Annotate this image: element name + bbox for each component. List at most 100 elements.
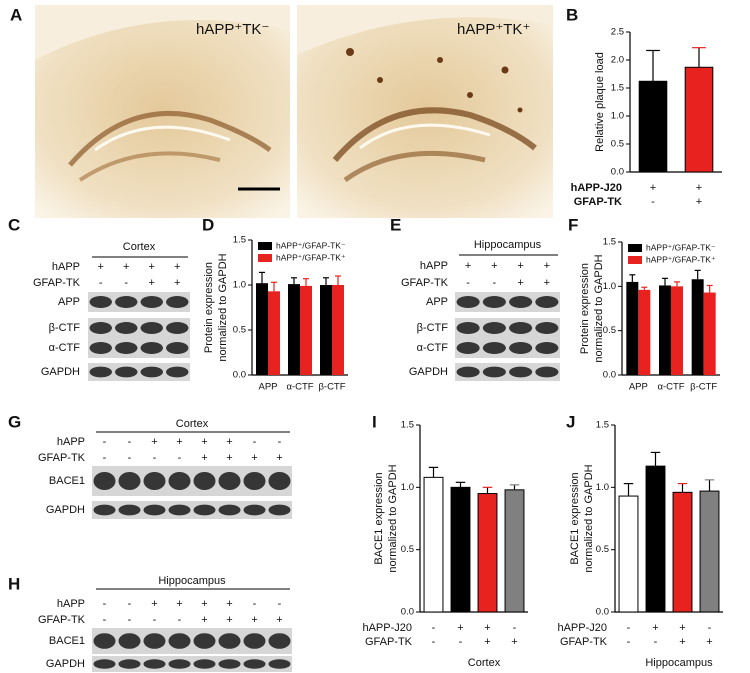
panel-label: I <box>372 412 377 431</box>
blot-band-box <box>455 292 560 312</box>
blot-band <box>168 472 191 490</box>
legend-label: hAPP⁺/GFAP-TK⁺ <box>646 254 716 264</box>
row-label: hAPP <box>52 261 80 273</box>
condition-sign: - <box>627 622 631 634</box>
blot-band <box>168 504 191 516</box>
x-tick-label: β-CTF <box>690 382 717 393</box>
sign: + <box>151 598 157 610</box>
y-tick-label: 0.0 <box>603 370 616 381</box>
blot-band <box>168 659 191 669</box>
sign: + <box>201 436 207 448</box>
bar <box>638 289 651 375</box>
y-tick-label: 0.0 <box>611 167 624 178</box>
blot-band <box>243 659 266 669</box>
bar <box>626 281 639 375</box>
condition-label: GFAP-TK <box>365 636 413 648</box>
blot-title: Cortex <box>176 418 209 430</box>
sign: + <box>201 614 207 626</box>
condition-label: GFAP-TK <box>560 636 608 648</box>
sign: - <box>153 614 157 626</box>
sign: - <box>178 614 182 626</box>
sign: + <box>176 598 182 610</box>
band-label: GAPDH <box>46 658 85 670</box>
blot-band <box>268 472 291 490</box>
blot-band <box>509 366 533 378</box>
bar <box>288 284 300 375</box>
condition-sign: + <box>484 622 490 634</box>
panel-label: F <box>568 215 578 234</box>
sign: + <box>251 452 257 464</box>
blot-title: Hippocampus <box>158 575 226 587</box>
condition-sign: + <box>696 196 702 208</box>
sign: + <box>174 277 180 289</box>
row-label: GFAP-TK <box>33 277 81 289</box>
sign: - <box>253 598 257 610</box>
blot-band <box>268 504 291 516</box>
bar <box>268 291 280 375</box>
condition-sign: + <box>650 182 656 194</box>
condition-sign: - <box>432 622 436 634</box>
bar <box>300 285 312 375</box>
legend-swatch <box>258 254 272 262</box>
row-label: GFAP-TK <box>401 277 449 289</box>
band-label: GAPDH <box>46 504 85 516</box>
blot-band <box>193 472 216 490</box>
sign: + <box>226 436 232 448</box>
band-label: APP <box>58 296 80 308</box>
condition-sign: - <box>627 636 631 648</box>
x-axis-title: Cortex <box>468 657 501 669</box>
legend-label: hAPP⁺/GFAP-TK⁺ <box>276 252 346 262</box>
blot-band <box>456 296 480 308</box>
blot-band <box>93 659 116 669</box>
blot-band <box>193 659 216 669</box>
x-tick-label: β-CTF <box>318 382 345 393</box>
condition-sign: + <box>679 622 685 634</box>
bar <box>699 490 720 613</box>
blot-band <box>89 366 112 378</box>
sign: + <box>226 614 232 626</box>
sign: + <box>174 261 180 273</box>
blot-band <box>89 322 112 334</box>
blot-band-box <box>455 363 560 381</box>
blot-band <box>509 342 533 354</box>
band-label: β-CTF <box>49 322 81 334</box>
bar <box>703 292 716 375</box>
y-tick-label: 1.5 <box>233 235 246 246</box>
bar <box>423 476 444 613</box>
band-label: BACE1 <box>49 475 85 487</box>
legend-swatch <box>258 242 272 250</box>
bar <box>659 285 671 375</box>
blot-band <box>166 342 189 354</box>
condition-sign: - <box>459 636 463 648</box>
bar <box>450 486 471 613</box>
sign: - <box>493 277 497 289</box>
sign: + <box>491 260 497 272</box>
sign: - <box>99 277 103 289</box>
blot-band <box>535 366 559 378</box>
blot-band <box>118 659 141 669</box>
bar <box>638 80 668 173</box>
blot-band <box>93 472 116 490</box>
bar <box>671 286 683 375</box>
bar <box>332 285 344 375</box>
row-label: hAPP <box>57 436 85 448</box>
y-tick-label: 0.5 <box>611 139 624 150</box>
y-axis-title: normalized to GAPDH <box>387 464 399 572</box>
sign: + <box>276 614 282 626</box>
condition-sign: + <box>696 182 702 194</box>
blot-band <box>89 342 112 354</box>
blot-band <box>482 322 506 334</box>
sign: + <box>149 277 155 289</box>
sign: - <box>103 614 107 626</box>
blot-band <box>166 322 189 334</box>
blot-band <box>118 472 141 490</box>
sign: - <box>278 598 282 610</box>
blot-band <box>143 504 166 516</box>
condition-sign: - <box>432 636 436 648</box>
band-label: BACE1 <box>49 635 85 647</box>
legend-swatch <box>628 244 642 252</box>
sign: + <box>123 261 129 273</box>
blot-band <box>456 322 480 334</box>
y-tick-label: 0.0 <box>401 607 414 618</box>
sign: + <box>176 436 182 448</box>
